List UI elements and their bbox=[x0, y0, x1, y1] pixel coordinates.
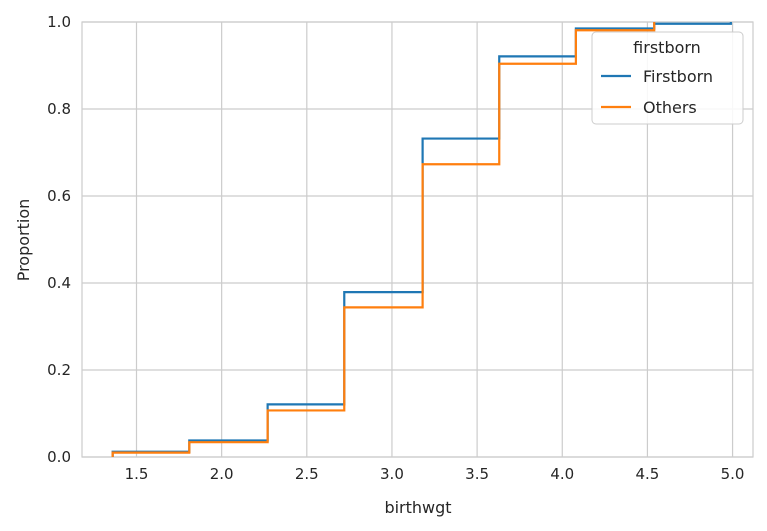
x-tick-label: 1.5 bbox=[125, 465, 149, 483]
y-tick-labels: 0.0 0.2 0.4 0.6 0.8 1.0 bbox=[47, 13, 71, 466]
series-layer bbox=[111, 22, 732, 457]
x-tick-label: 4.5 bbox=[635, 465, 659, 483]
y-tick-label: 0.2 bbox=[47, 361, 71, 379]
y-tick-label: 0.0 bbox=[47, 448, 71, 466]
y-tick-label: 0.4 bbox=[47, 274, 71, 292]
x-tick-label: 4.0 bbox=[550, 465, 574, 483]
legend-label-firstborn: Firstborn bbox=[643, 67, 713, 86]
x-axis-label: birthwgt bbox=[384, 498, 451, 517]
x-tick-label: 3.0 bbox=[380, 465, 404, 483]
x-tick-label: 2.5 bbox=[295, 465, 319, 483]
legend-label-others: Others bbox=[643, 98, 697, 117]
series-line-others bbox=[111, 22, 656, 457]
plot-frame bbox=[81, 21, 754, 458]
x-tick-label: 2.0 bbox=[210, 465, 234, 483]
y-axis-label: Proportion bbox=[14, 199, 33, 282]
x-tick-label: 3.5 bbox=[465, 465, 489, 483]
legend-box bbox=[591, 31, 744, 125]
y-tick-label: 1.0 bbox=[47, 13, 71, 31]
y-tick-label: 0.8 bbox=[47, 100, 71, 118]
x-tick-labels: 1.5 2.0 2.5 3.0 3.5 4.0 4.5 5.0 bbox=[125, 465, 745, 483]
x-tick-label: 5.0 bbox=[721, 465, 745, 483]
y-tick-label: 0.6 bbox=[47, 187, 71, 205]
legend-title: firstborn bbox=[633, 38, 701, 57]
legend: firstborn Firstborn Others bbox=[591, 31, 744, 125]
